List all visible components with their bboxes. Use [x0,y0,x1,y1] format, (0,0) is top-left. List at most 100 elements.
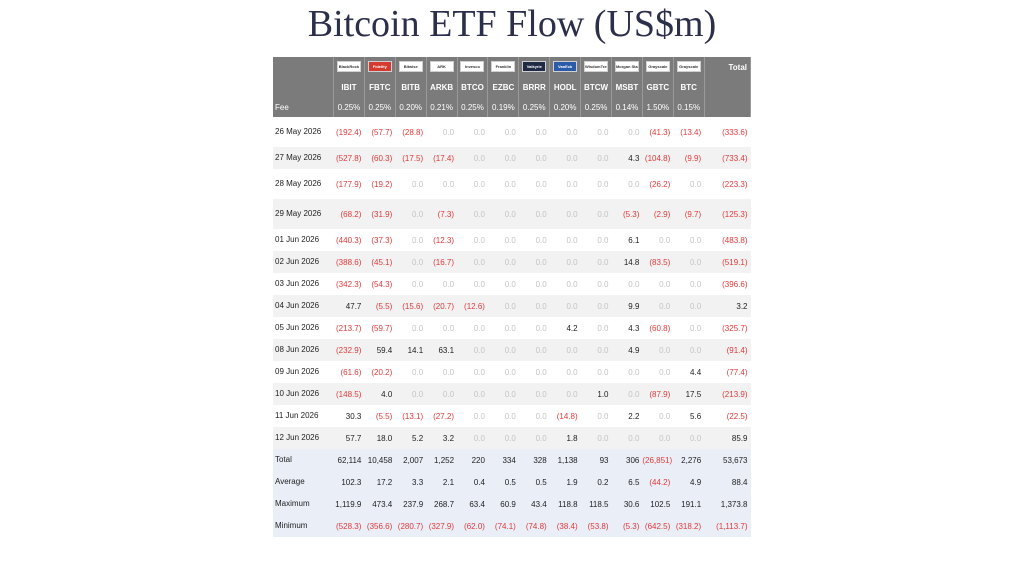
flow-value: (440.3) [336,235,362,245]
stats-value: 237.9 [395,493,427,515]
stats-value: 328 [518,449,550,471]
row-total: (213.9) [704,383,751,405]
flow-value: 0.0 [487,427,519,449]
flow-value: (57.7) [371,127,393,137]
ticker-header: GBTC [642,77,674,97]
stats-value: 334 [487,449,519,471]
row-total: (77.4) [726,367,748,377]
stats-value: 268.7 [426,493,458,515]
row-date: 04 Jun 2026 [273,295,334,317]
table-row: 09 Jun 2026 (61.6) (20.2) 0.0 0.0 0.0 0.0 0.0 0.… [273,361,751,383]
issuer-logo: Invesco [460,60,485,72]
flow-value: 0.0 [690,279,702,289]
flow-value: 0.0 [566,279,578,289]
stats-value: 6.5 [611,471,643,493]
flow-table: BlackRock Fidelity Bitwise ARK Invesco Frankl… [273,57,752,537]
flow-value: 0.0 [504,235,516,245]
ticker-header: FBTC [364,77,396,97]
flow-value: (54.3) [371,279,393,289]
row-total: (333.6) [722,127,748,137]
flow-value: 0.0 [535,411,547,421]
flow-value: 63.1 [426,339,458,361]
stats-value: 2,276 [673,449,705,471]
fee-cell: 0.20% [395,97,427,117]
flow-value: 0.0 [457,427,488,449]
flow-value: 0.0 [504,279,516,289]
flow-value: (26.2) [649,179,671,189]
flow-value: 0.0 [673,427,705,449]
header-corner [273,57,334,77]
flow-value: (59.7) [371,323,393,333]
issuer-logo: Grayscale [645,60,670,72]
flow-value: 0.0 [504,323,516,333]
flow-value: 0.0 [504,411,516,421]
flow-value: 0.0 [673,339,705,361]
flow-value: 0.0 [580,295,612,317]
flow-value: 0.0 [597,179,609,189]
flow-value: (12.3) [433,235,455,245]
flow-value: (9.7) [673,199,705,229]
stats-total: 53,673 [704,449,751,471]
row-date: 10 Jun 2026 [273,383,334,405]
stats-value: 4.9 [673,471,705,493]
stats-value: (62.0) [457,515,488,537]
stats-row: Maximum 1,119.9 473.4 237.9 268.7 63.4 60.9 43.… [273,493,751,515]
flow-value: (27.2) [433,411,455,421]
flow-value: 0.0 [395,383,427,405]
flow-value: 0.0 [535,323,547,333]
flow-value: 0.0 [580,339,612,361]
flow-value: 0.0 [597,279,609,289]
flow-value: (148.5) [333,383,365,405]
table-row: 28 May 2026 (177.9) (19.2) 0.0 0.0 0.0 0.0 0.0 0… [273,169,751,199]
fee-cell: 0.21% [426,97,458,117]
stats-total: (1,113.7) [704,515,751,537]
flow-value: 0.0 [597,411,609,421]
flow-value: 0.0 [628,279,640,289]
table-row: 11 Jun 2026 30.3 (5.5) (13.1) (27.2) 0.0 0.0 0.… [273,405,751,427]
flow-value: 0.0 [580,251,612,273]
flow-value: 0.0 [487,295,519,317]
flow-value: 0.0 [580,199,612,229]
ticker-header: MSBT [611,77,643,97]
stats-value: 10,458 [364,449,396,471]
flow-value: 0.0 [518,147,550,169]
flow-value: 0.0 [597,323,609,333]
issuer-logo-cell: Bitwise [395,57,427,77]
flow-value: (37.3) [371,235,393,245]
stats-value: 1.9 [549,471,581,493]
flow-value: 14.1 [395,339,427,361]
flow-value: (342.3) [336,279,362,289]
stats-label: Maximum [273,493,334,515]
flow-value: 0.0 [457,251,488,273]
flow-value: (28.8) [402,127,424,137]
flow-value: 0.0 [487,251,519,273]
stats-value: (318.2) [673,515,705,537]
fee-cell: 0.25% [580,97,612,117]
row-total: (91.4) [704,339,751,361]
issuer-logo: VanEck [553,60,578,72]
table-row: 03 Jun 2026 (342.3) (54.3) 0.0 0.0 0.0 0.0 0.0 0… [273,273,751,295]
stats-value: 0.4 [457,471,488,493]
fee-cell: 0.14% [611,97,643,117]
flow-value: 0.0 [549,339,581,361]
flow-value: 0.0 [473,127,485,137]
table-row: 04 Jun 2026 47.7 (5.5) (15.6) (20.7) (12.6) 0.… [273,295,751,317]
issuer-logo: BlackRock [336,60,361,72]
flow-value: 0.0 [395,251,427,273]
stats-value: (74.8) [518,515,550,537]
stats-value: 0.5 [518,471,550,493]
flow-value: (17.4) [426,147,458,169]
ticker-header: IBIT [333,77,365,97]
issuer-logo: ARK [429,60,454,72]
flow-value: (527.8) [333,147,365,169]
flow-value: (5.3) [611,199,643,229]
stats-label: Minimum [273,515,334,537]
flow-value: 0.0 [597,235,609,245]
issuer-logo-cell: Grayscale [673,57,705,77]
flow-value: 0.0 [412,367,424,377]
issuer-logo-cell: Franklin [487,57,520,77]
flow-value: 0.0 [659,411,671,421]
row-total: (483.8) [722,235,748,245]
stats-value: 306 [611,449,643,471]
flow-value: (31.9) [364,199,396,229]
